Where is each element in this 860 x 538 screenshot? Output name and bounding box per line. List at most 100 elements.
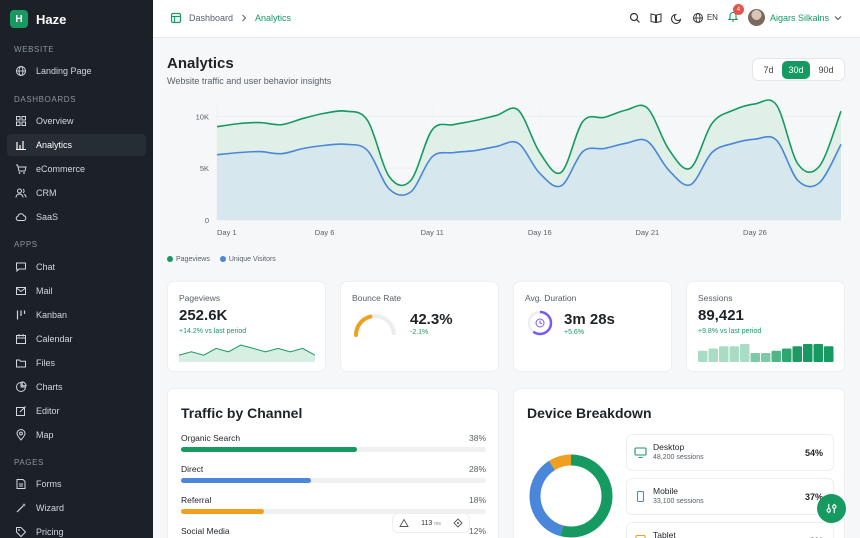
avatar (747, 9, 765, 26)
channel-row: Direct 28% (181, 464, 486, 483)
sidebar-item-calendar[interactable]: Calendar (7, 328, 146, 350)
x-tick-label: Day 16 (528, 228, 552, 237)
sidebar-item-label: CRM (36, 188, 57, 198)
page-subtitle: Website traffic and user behavior insigh… (167, 76, 332, 86)
sidebar-item-chat[interactable]: Chat (7, 256, 146, 278)
stat-change: +9.8% vs last period (698, 328, 762, 335)
device-pct: 54% (804, 448, 823, 458)
mail-icon (16, 287, 26, 295)
sidebar-item-overview[interactable]: Overview (7, 110, 146, 132)
sidebar-item-mail[interactable]: Mail (7, 280, 146, 302)
legend-swatch (167, 256, 173, 263)
sidebar-item-files[interactable]: Files (7, 352, 146, 374)
language-selector[interactable]: EN (692, 12, 718, 24)
panel-title: Device Breakdown (527, 405, 652, 421)
sidebar-item-label: eCommerce (36, 164, 86, 174)
device-sessions: 48,200 sessions (653, 454, 704, 461)
breadcrumb: Dashboard Analytics (170, 12, 291, 24)
monitor-icon (634, 447, 647, 458)
page-title: Analytics (167, 55, 234, 72)
legend-label: Pageviews (176, 256, 210, 263)
channel-row: Referral 18% (181, 495, 486, 514)
sidebar-item-label: Mail (36, 286, 53, 296)
form-icon (16, 479, 26, 489)
range-30d[interactable]: 30d (782, 60, 810, 79)
channel-pct: 28% (468, 464, 486, 474)
sidebar-item-kanban[interactable]: Kanban (7, 304, 146, 326)
device-name: Mobile (653, 486, 679, 496)
session-bar (740, 344, 750, 362)
brand-logo: H (10, 10, 28, 28)
breadcrumb-parent[interactable]: Dashboard (189, 13, 234, 23)
map-pin-icon (16, 429, 26, 441)
legend-swatch (219, 256, 226, 263)
sidebar-item-landing-page[interactable]: Landing Page (7, 60, 146, 82)
sidebar-item-label: Analytics (36, 140, 73, 150)
sidebar-item-pricing[interactable]: Pricing (7, 521, 146, 538)
performance-widget[interactable]: 113 ms (392, 513, 470, 533)
channel-row: Organic Search 38% (181, 433, 486, 452)
device-pct: 37% (804, 492, 823, 502)
language-label: EN (706, 13, 718, 22)
range-7d[interactable]: 7d (763, 64, 774, 75)
device-breakdown-panel: Device Breakdown Desktop 48,200 sessions 5… (513, 388, 845, 538)
channel-track (181, 447, 486, 452)
dashboard-icon (170, 12, 182, 24)
device-row-desktop: Desktop 48,200 sessions 54% (626, 434, 834, 471)
sidebar-item-label: Charts (36, 382, 63, 392)
range-90d[interactable]: 90d (818, 64, 834, 75)
brand[interactable]: H Haze (0, 0, 153, 38)
panel-title: Traffic by Channel (181, 405, 303, 421)
device-row-mobile: Mobile 33,100 sessions 37% (626, 478, 834, 515)
sidebar-item-map[interactable]: Map (7, 424, 146, 446)
sidebar-item-charts[interactable]: Charts (7, 376, 146, 398)
pageviews-sparkline (179, 344, 315, 362)
settings-fab[interactable] (817, 494, 846, 523)
calendar-icon (16, 334, 26, 344)
x-tick-label: Day 1 (217, 228, 237, 237)
device-row-tablet: Tablet 9% (626, 522, 834, 538)
section-label: WEBSITE (14, 45, 55, 54)
gauge-fill (354, 314, 373, 337)
sidebar-item-label: Pricing (36, 527, 64, 537)
user-menu[interactable]: Aigars Silkalns (747, 9, 842, 26)
search-icon[interactable] (629, 12, 641, 24)
sessions-bars (698, 344, 834, 362)
book-icon[interactable] (650, 12, 662, 24)
sidebar-item-editor[interactable]: Editor (7, 400, 146, 422)
sidebar-item-crm[interactable]: CRM (7, 182, 146, 204)
perf-unit: ms (434, 520, 441, 527)
stat-change: +5.6% (564, 329, 585, 336)
wizard-icon (16, 503, 26, 513)
perf-number: 113 (421, 519, 433, 527)
session-bar (698, 350, 708, 362)
moon-icon[interactable] (670, 12, 683, 24)
phone-icon (636, 491, 645, 502)
sidebar-item-ecommerce[interactable]: eCommerce (7, 158, 146, 180)
sidebar-item-wizard[interactable]: Wizard (7, 497, 146, 519)
header-tools: EN 4 Aigars Silkalns (629, 4, 842, 26)
globe-icon (692, 12, 703, 23)
chat-icon (16, 262, 26, 273)
bounce-gauge (354, 314, 396, 337)
tablet-icon (635, 535, 646, 538)
donut-slice-mobile (529, 454, 613, 538)
sidebar-item-forms[interactable]: Forms (7, 473, 146, 495)
section-label: APPS (14, 240, 38, 249)
sidebar: H Haze WEBSITE Landing Page DASHBOARDS Over… (0, 0, 153, 538)
sidebar-item-saas[interactable]: SaaS (7, 206, 146, 228)
sidebar-item-label: Editor (36, 406, 60, 416)
sparkline-area (179, 345, 315, 362)
notifications-button[interactable]: 4 (727, 4, 744, 25)
sidebar-item-analytics[interactable]: Analytics (7, 134, 146, 156)
donut-slice-tablet (529, 454, 613, 538)
duration-ring (527, 310, 553, 336)
y-tick-label: 5K (200, 164, 209, 173)
sidebar-item-label: Landing Page (36, 66, 92, 76)
sidebar-item-label: SaaS (36, 212, 59, 222)
globe-icon (16, 66, 26, 76)
channel-track (181, 509, 486, 514)
date-range-toggle: 7d 30d 90d (752, 58, 845, 81)
stat-card-pageviews: Pageviews 252.6K +14.2% vs last period (167, 281, 326, 372)
stat-value: 3m 28s (564, 311, 615, 328)
